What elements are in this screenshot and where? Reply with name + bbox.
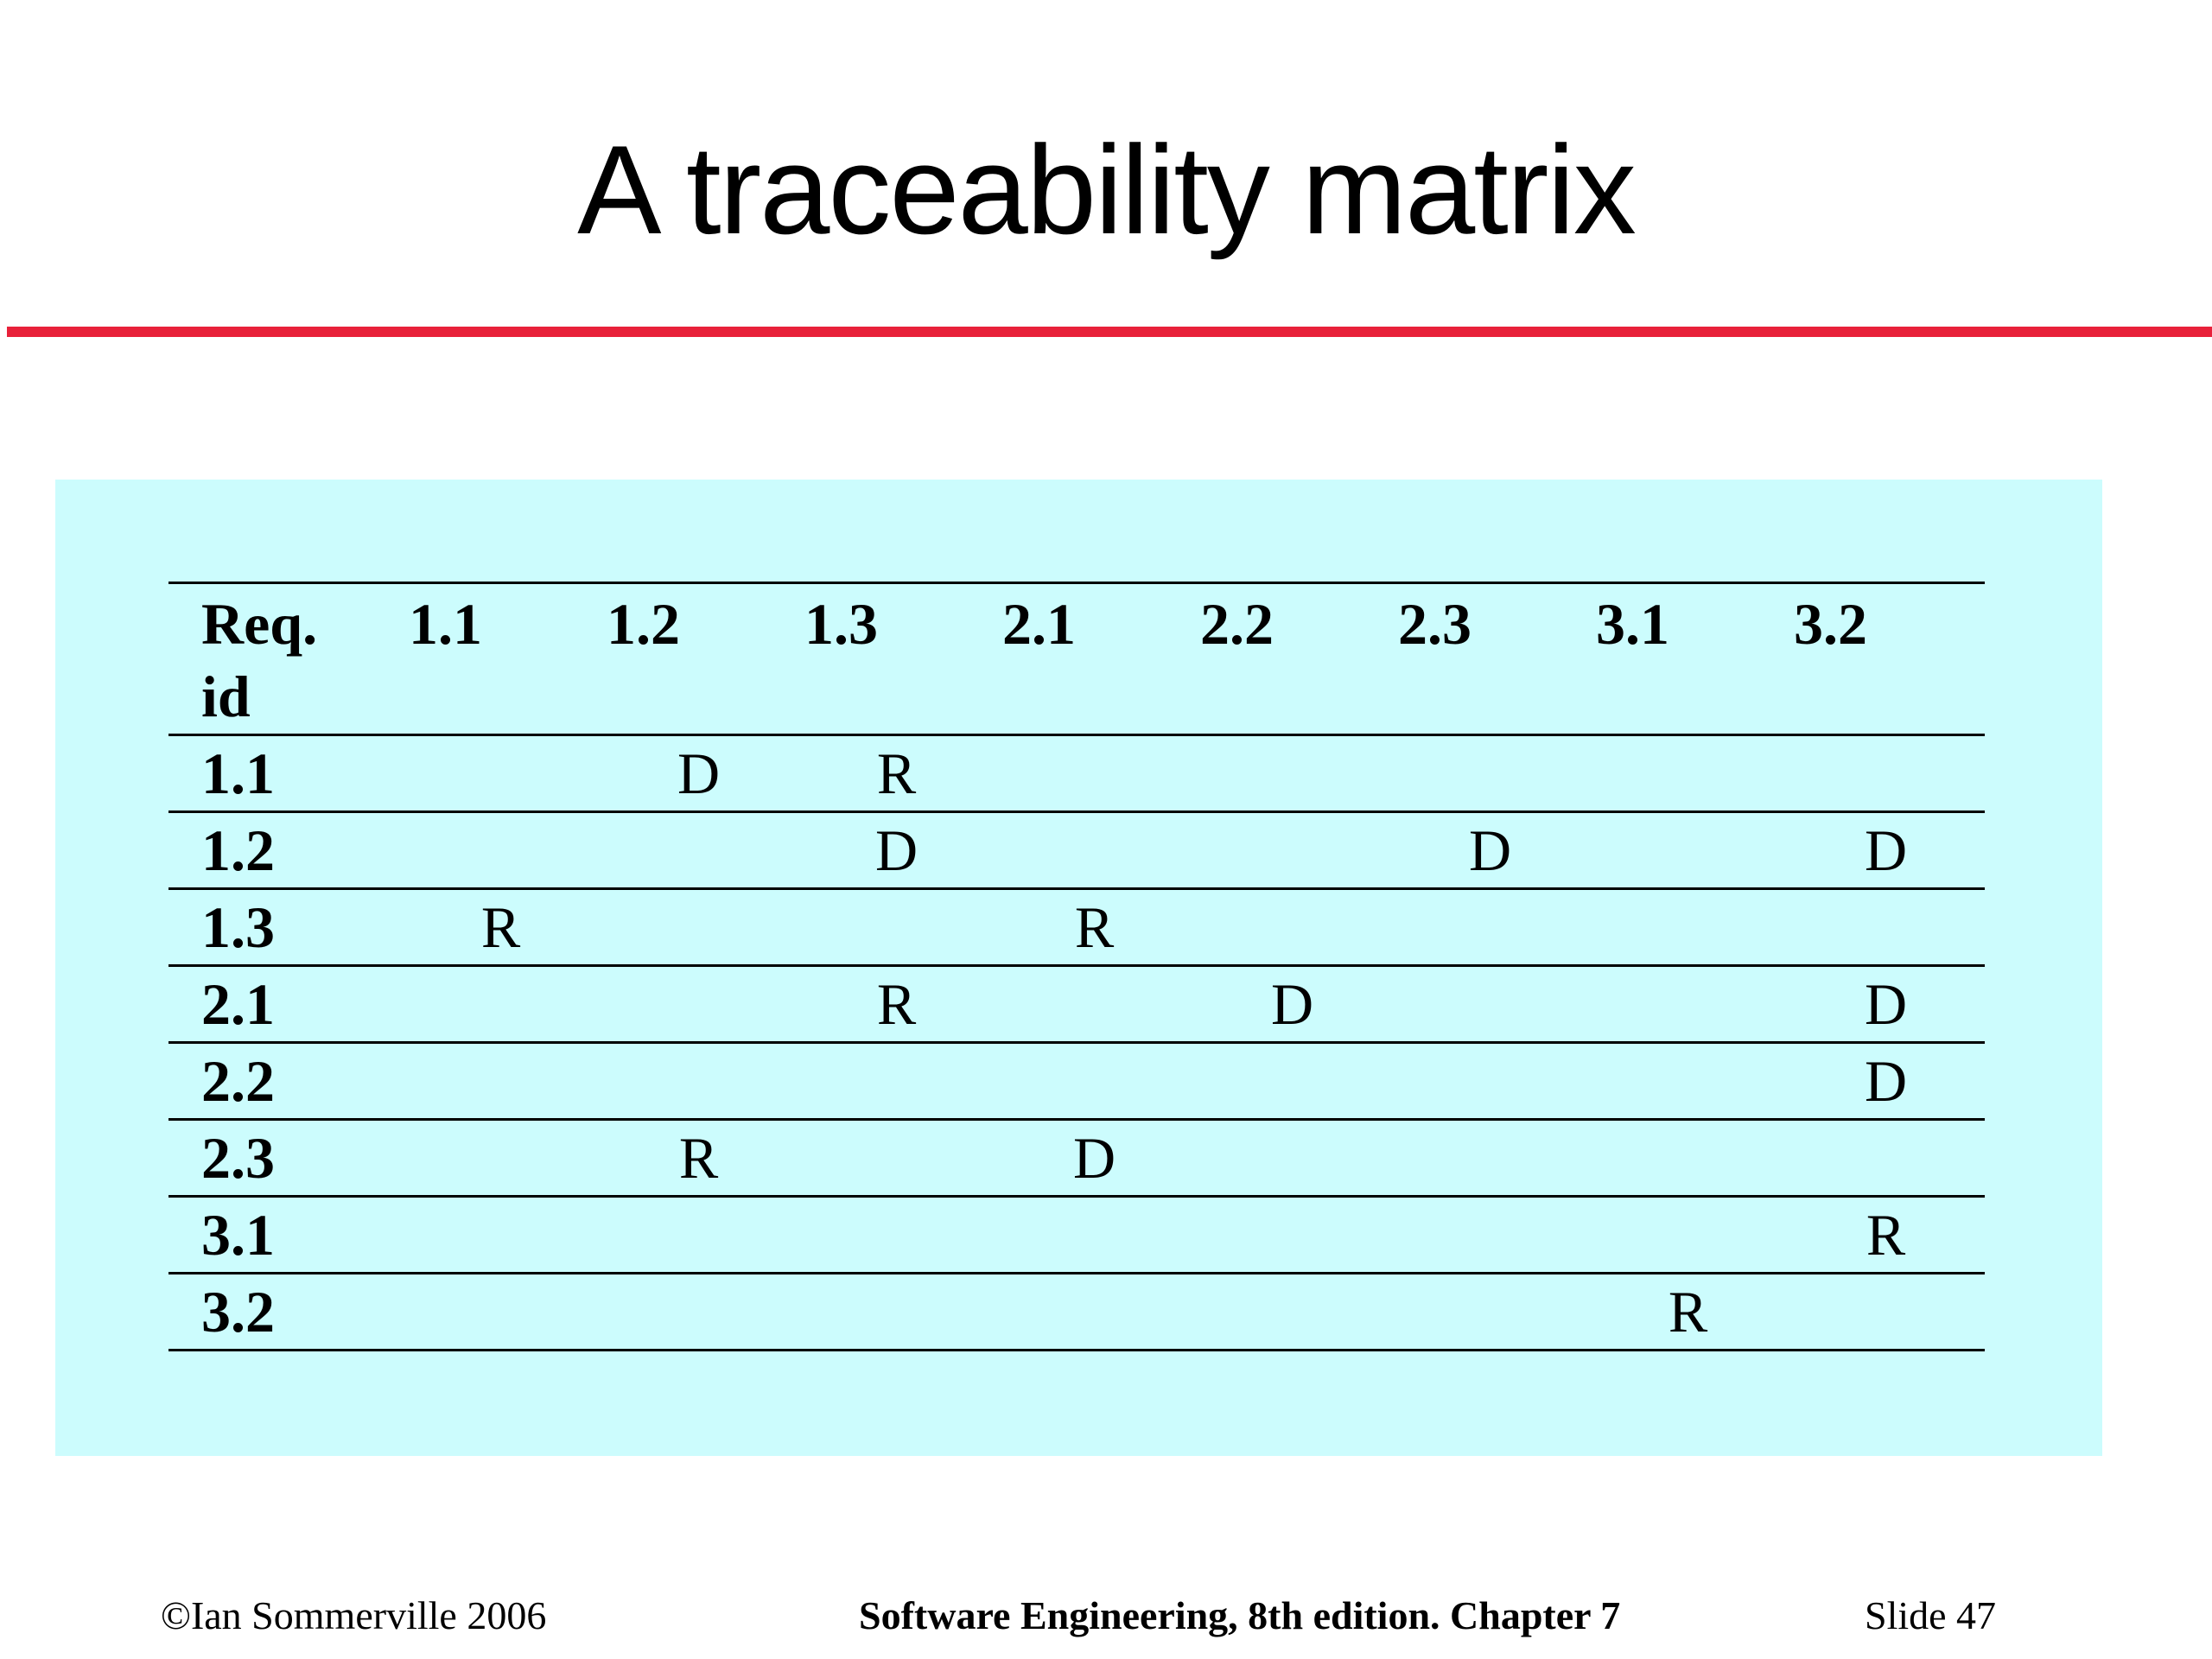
row-req-id: 2.2	[168, 1042, 402, 1121]
matrix-cell	[1787, 734, 1985, 813]
matrix-cell	[402, 811, 600, 890]
matrix-cell	[995, 1273, 1193, 1351]
matrix-row: 2.1 R D D	[168, 965, 1985, 1044]
matrix-row: 1.1 D R	[168, 734, 1985, 813]
row-req-id: 1.3	[168, 888, 402, 967]
matrix-cell	[1589, 811, 1787, 890]
matrix-cell: D	[1787, 811, 1985, 890]
matrix-cell	[402, 1273, 600, 1351]
matrix-body: 1.1 D R 1.2 D D D 1.3 R R 2.1 R D D 2.2 D 2.3 R D 3.1 R 3.2 R	[168, 734, 1985, 1351]
matrix-cell	[798, 1273, 995, 1351]
matrix-cell	[1193, 888, 1391, 967]
column-header: 1.3	[798, 582, 995, 736]
row-req-id: 3.1	[168, 1196, 402, 1274]
matrix-cell	[402, 734, 600, 813]
matrix-cell	[1787, 888, 1985, 967]
matrix-cell	[600, 811, 798, 890]
matrix-cell	[798, 888, 995, 967]
row-req-id: 1.2	[168, 811, 402, 890]
matrix-cell	[1193, 1196, 1391, 1274]
matrix-cell	[1193, 811, 1391, 890]
row-req-id: 2.1	[168, 965, 402, 1044]
matrix-cell: D	[995, 1119, 1193, 1198]
matrix-cell	[798, 1196, 995, 1274]
footer-book-title: Software Engineering, 8th edition. Chapt…	[859, 1593, 1621, 1637]
matrix-cell	[1589, 965, 1787, 1044]
matrix-row: 3.2 R	[168, 1273, 1985, 1351]
header-req-id-label: Req. id	[201, 591, 318, 729]
matrix-cell: R	[995, 888, 1193, 967]
matrix-cell: R	[798, 965, 995, 1044]
matrix-cell	[798, 1042, 995, 1121]
matrix-cell	[1391, 965, 1589, 1044]
matrix-cell	[1391, 1273, 1589, 1351]
matrix-cell	[798, 1119, 995, 1198]
title-divider	[7, 327, 2212, 337]
matrix-cell	[600, 1273, 798, 1351]
matrix-cell	[1391, 734, 1589, 813]
matrix-cell	[600, 965, 798, 1044]
matrix-cell: D	[1391, 811, 1589, 890]
matrix-cell: D	[1193, 965, 1391, 1044]
matrix-cell: D	[798, 811, 995, 890]
matrix-cell	[995, 1196, 1193, 1274]
column-header: 3.1	[1589, 582, 1787, 736]
matrix-cell	[1391, 888, 1589, 967]
matrix-cell	[995, 811, 1193, 890]
column-header: 2.3	[1391, 582, 1589, 736]
slide-title: A traceability matrix	[577, 119, 1637, 260]
footer-copyright: ©Ian Sommerville 2006	[161, 1593, 547, 1637]
matrix-cell	[1589, 1119, 1787, 1198]
matrix-row: 2.2 D	[168, 1042, 1985, 1121]
column-header: 2.2	[1193, 582, 1391, 736]
matrix-cell: R	[402, 888, 600, 967]
matrix-cell	[600, 888, 798, 967]
matrix-cell	[1391, 1119, 1589, 1198]
matrix-cell	[1589, 1042, 1787, 1121]
matrix-cell	[1787, 1273, 1985, 1351]
footer-slide-number: Slide 47	[1865, 1593, 1997, 1637]
column-header: 1.1	[402, 582, 600, 736]
matrix-cell	[1193, 1273, 1391, 1351]
matrix-cell	[600, 1042, 798, 1121]
row-req-id: 3.2	[168, 1273, 402, 1351]
column-header: 1.2	[600, 582, 798, 736]
matrix-cell: R	[1589, 1273, 1787, 1351]
matrix-cell: R	[600, 1119, 798, 1198]
matrix-cell	[1193, 734, 1391, 813]
matrix-cell	[1391, 1042, 1589, 1121]
matrix-cell	[1787, 1119, 1985, 1198]
matrix-cell	[995, 1042, 1193, 1121]
column-header: 2.1	[995, 582, 1193, 736]
matrix-cell	[402, 1196, 600, 1274]
matrix-cell	[600, 1196, 798, 1274]
matrix-row: 3.1 R	[168, 1196, 1985, 1274]
matrix-row: 1.3 R R	[168, 888, 1985, 967]
matrix-row: 2.3 R D	[168, 1119, 1985, 1198]
matrix-cell: D	[600, 734, 798, 813]
matrix-cell: R	[1787, 1196, 1985, 1274]
row-req-id: 2.3	[168, 1119, 402, 1198]
matrix-cell	[1391, 1196, 1589, 1274]
matrix-cell	[1193, 1119, 1391, 1198]
matrix-header-row: Req. id 1.1 1.2 1.3 2.1 2.2 2.3 3.1 3.2	[168, 582, 1985, 736]
matrix-cell	[1589, 734, 1787, 813]
matrix-cell	[995, 734, 1193, 813]
header-req-id: Req. id	[168, 582, 402, 736]
matrix-row: 1.2 D D D	[168, 811, 1985, 890]
matrix-cell	[402, 1119, 600, 1198]
matrix-cell	[402, 1042, 600, 1121]
row-req-id: 1.1	[168, 734, 402, 813]
matrix-cell: R	[798, 734, 995, 813]
matrix-cell	[1193, 1042, 1391, 1121]
matrix-cell	[1589, 1196, 1787, 1274]
column-header: 3.2	[1787, 582, 1985, 736]
matrix-cell	[402, 965, 600, 1044]
matrix-cell	[995, 965, 1193, 1044]
traceability-matrix: Req. id 1.1 1.2 1.3 2.1 2.2 2.3 3.1 3.2 …	[168, 582, 1985, 1351]
matrix-cell: D	[1787, 1042, 1985, 1121]
matrix-cell	[1589, 888, 1787, 967]
matrix-cell: D	[1787, 965, 1985, 1044]
